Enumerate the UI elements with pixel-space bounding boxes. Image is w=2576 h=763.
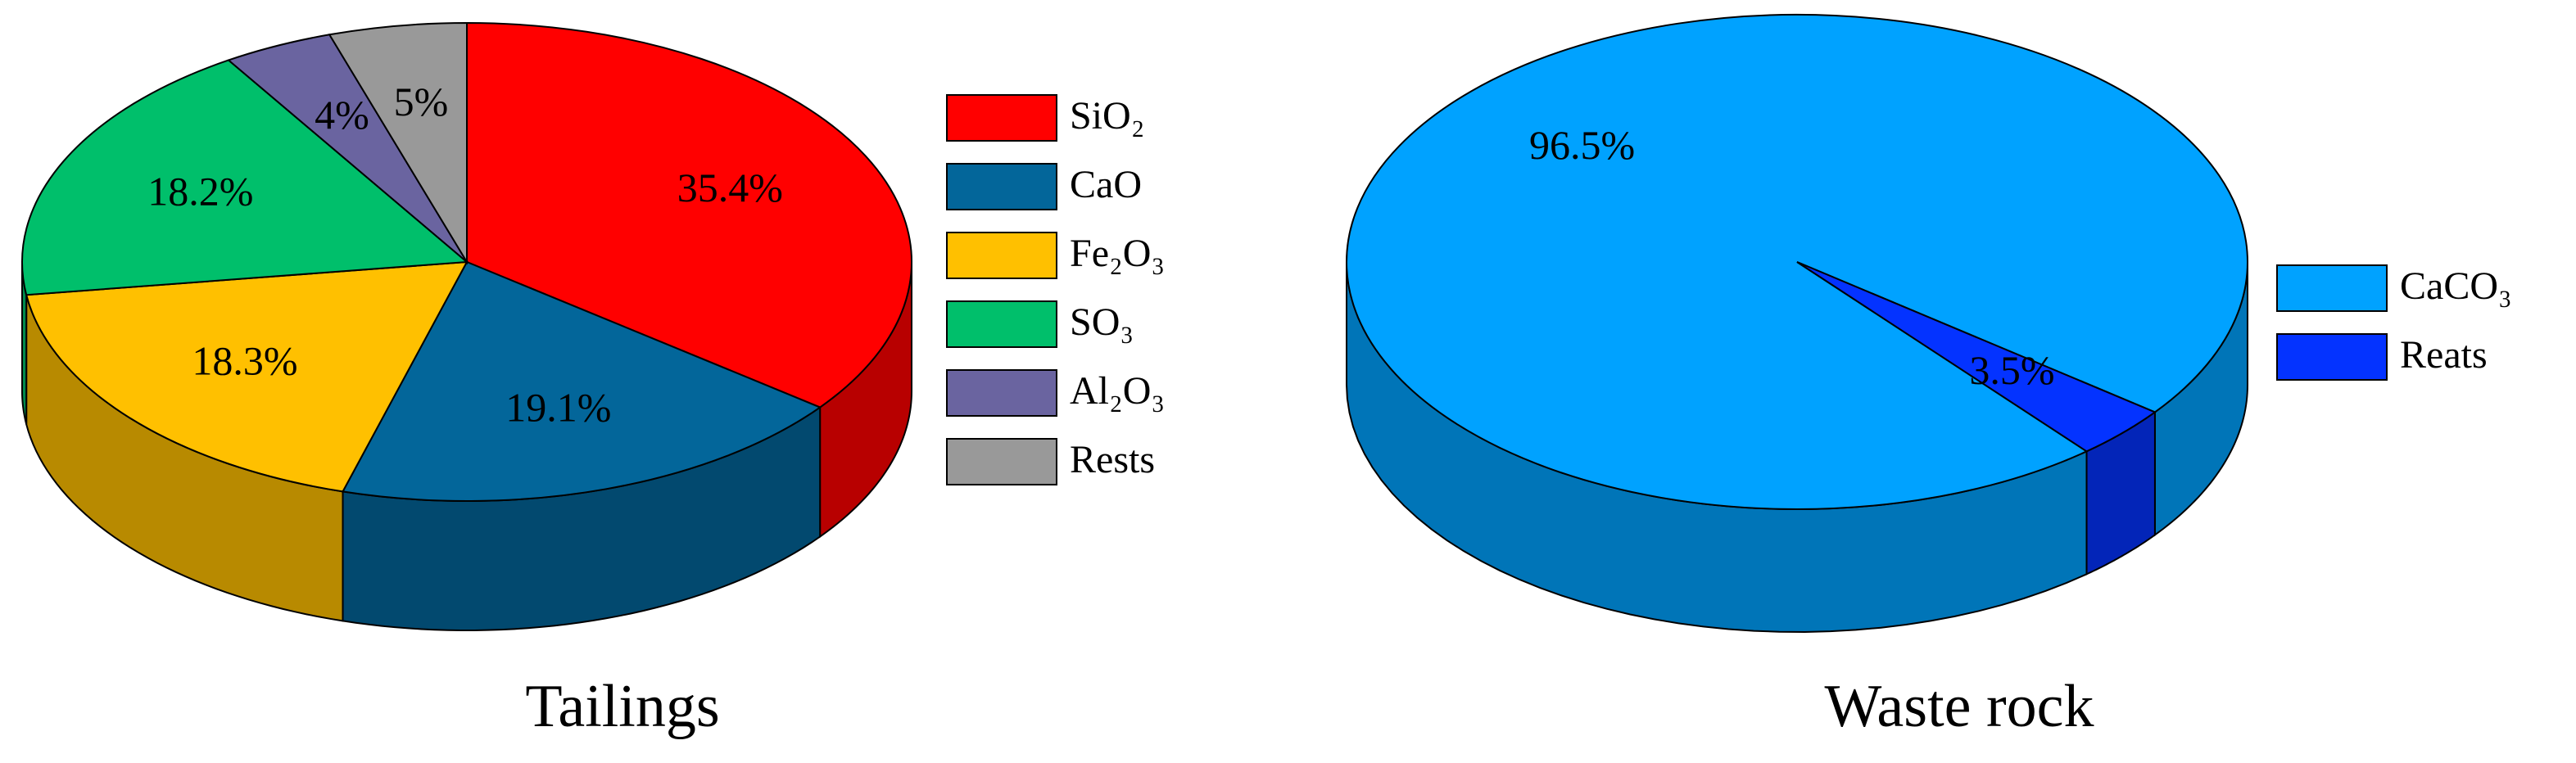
legend-label: CaCO₃ (2400, 264, 2512, 308)
chart-title: Waste rock (1825, 673, 2094, 740)
slice (466, 21, 912, 409)
slice (21, 59, 469, 296)
data-label: 18.2% (147, 169, 253, 214)
legend-label: SO₃ (1070, 300, 1134, 344)
data-label: 35.4% (677, 165, 783, 210)
data-label: 96.5% (1529, 122, 1635, 168)
data-label: 4% (315, 92, 369, 138)
slice (25, 260, 469, 493)
data-label: 5% (394, 79, 449, 124)
data-label: 3.5% (1969, 347, 2054, 393)
legend-label: Al₂O₃ (1070, 369, 1165, 413)
legend-swatch (946, 438, 1057, 485)
legend-swatch (946, 369, 1057, 417)
legend-swatch (946, 232, 1057, 279)
data-label: 19.1% (505, 385, 611, 431)
legend-label: CaO (1070, 163, 1142, 206)
legend-label: SiO₂ (1070, 94, 1144, 138)
legend-label: Rests (1070, 438, 1155, 481)
legend-label: Fe₂O₃ (1070, 232, 1165, 275)
legend-label: Reats (2400, 333, 2488, 377)
slice (328, 21, 468, 265)
legend-swatch (946, 94, 1057, 142)
slice (1796, 261, 2157, 453)
legend-swatch (946, 300, 1057, 348)
chart-title: Tailings (525, 673, 719, 740)
slice (341, 260, 822, 503)
data-label: 18.3% (192, 338, 297, 384)
legend-swatch (946, 163, 1057, 210)
legend-swatch (2276, 333, 2388, 381)
legend-swatch (2276, 264, 2388, 312)
